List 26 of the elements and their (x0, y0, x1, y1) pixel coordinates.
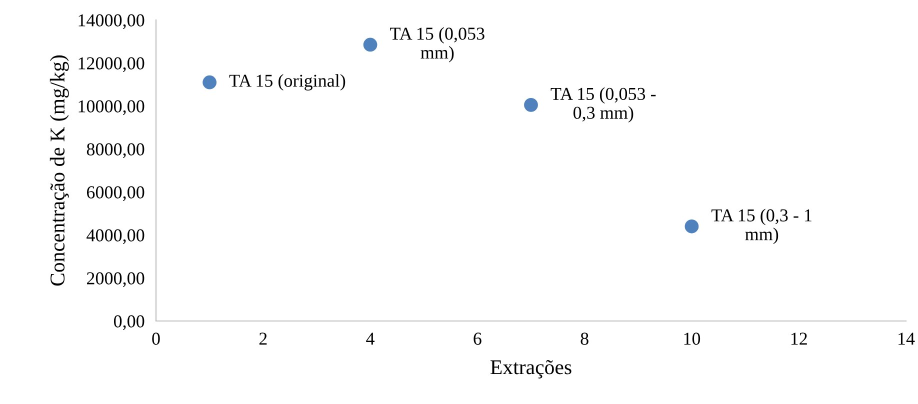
y-tick-label: 10000,00 (78, 100, 144, 116)
x-tick-label: 6 (474, 332, 482, 345)
y-tick-label: 2000,00 (87, 272, 144, 288)
point (684, 219, 699, 234)
y-tick-label: 0,00 (114, 315, 144, 330)
x-tick-label: 14 (898, 332, 915, 345)
y-tick-label: 8000,00 (86, 143, 144, 158)
x-tick-label: 10 (684, 332, 700, 345)
annotation: TA 15 (0,053 - 0,3 mm) (550, 87, 656, 123)
annotation: TA 15 (0,3 - 1 mm) (711, 208, 812, 244)
annotation: TA 15 (0,053 mm) (390, 27, 484, 62)
x-axis-title: Extrações (490, 360, 572, 378)
point (363, 38, 378, 52)
y-tick-label: 6000,00 (86, 186, 144, 202)
y-tick-label: 4000,00 (86, 229, 144, 244)
y-tick-label: 12000,00 (78, 57, 144, 72)
annotation: TA 15 (original) (229, 74, 346, 91)
point (202, 75, 217, 90)
x-tick-label: 0 (152, 332, 160, 345)
y-axis-title: Concentração de K (mg/kg) (50, 55, 69, 286)
y-tick-label: 14000,00 (78, 14, 144, 30)
x-tick-label: 8 (580, 332, 588, 345)
x-tick-label: 12 (791, 332, 807, 345)
x-tick-label: 4 (366, 332, 375, 345)
x-tick-label: 2 (259, 332, 267, 345)
point (524, 98, 538, 112)
